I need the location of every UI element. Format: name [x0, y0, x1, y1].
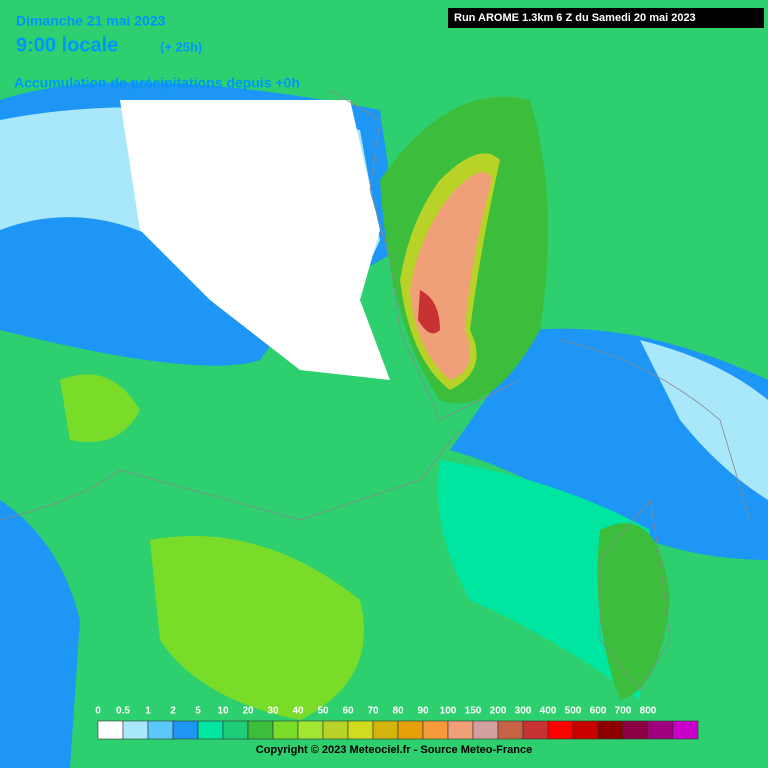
legend-swatch — [647, 720, 674, 740]
legend-label: 300 — [515, 706, 532, 717]
forecast-date: Dimanche 21 mai 2023 — [16, 13, 166, 29]
legend-swatch — [447, 720, 474, 740]
legend-label: 20 — [242, 706, 254, 717]
legend-label: 90 — [417, 706, 429, 717]
copyright: Copyright © 2023 Meteociel.fr - Source M… — [256, 744, 532, 756]
legend-swatch — [422, 720, 449, 740]
run-info: Run AROME 1.3km 6 Z du Samedi 20 mai 202… — [454, 12, 696, 24]
legend-swatch — [622, 720, 649, 740]
legend-label: 1 — [145, 706, 151, 717]
map-subtitle: Accumulation de précipitations depuis +0… — [14, 75, 300, 91]
legend-label: 0.5 — [116, 706, 130, 717]
legend-label: 80 — [392, 706, 404, 717]
legend-swatch — [597, 720, 624, 740]
legend-label: 30 — [267, 706, 279, 717]
legend-label: 10 — [217, 706, 229, 717]
legend-swatch — [122, 720, 149, 740]
legend-swatch — [222, 720, 249, 740]
legend-swatch — [147, 720, 174, 740]
legend-swatch — [547, 720, 574, 740]
legend-label: 400 — [540, 706, 557, 717]
legend-swatch — [297, 720, 324, 740]
legend-swatch — [247, 720, 274, 740]
legend-label: 60 — [342, 706, 354, 717]
legend-swatch — [497, 720, 524, 740]
legend-label: 40 — [292, 706, 304, 717]
precip-field — [0, 82, 768, 768]
legend-swatch — [472, 720, 499, 740]
legend-label: 200 — [490, 706, 507, 717]
borders — [0, 89, 751, 691]
legend-swatch — [372, 720, 399, 740]
legend-label: 70 — [367, 706, 379, 717]
forecast-time: 9:00 locale — [16, 34, 118, 56]
legend-swatch — [172, 720, 199, 740]
legend-swatch — [347, 720, 374, 740]
legend-swatch — [322, 720, 349, 740]
legend-label: 100 — [440, 706, 457, 717]
legend-swatch — [572, 720, 599, 740]
legend-label: 600 — [590, 706, 607, 717]
legend-swatch — [397, 720, 424, 740]
legend-label: 700 — [615, 706, 632, 717]
legend-label: 800 — [640, 706, 657, 717]
legend-label: 0 — [95, 706, 101, 717]
legend-label: 5 — [195, 706, 201, 717]
legend-swatch — [272, 720, 299, 740]
legend-swatch — [97, 720, 124, 740]
legend-label: 150 — [465, 706, 482, 717]
legend-swatch — [197, 720, 224, 740]
legend-swatch — [522, 720, 549, 740]
legend-label: 50 — [317, 706, 329, 717]
run-box — [448, 8, 764, 28]
legend-label: 2 — [170, 706, 176, 717]
lead-time: (+ 25h) — [160, 39, 202, 54]
legend-swatch — [672, 720, 699, 740]
legend-label: 500 — [565, 706, 582, 717]
legend: 0 0.5 1 2 5 10 20 30 40 50 60 70 80 90 100 150 200 300 400… — [95, 706, 699, 740]
